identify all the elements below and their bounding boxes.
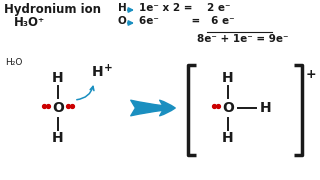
Text: +: + [104,63,112,73]
Text: O: O [118,16,127,26]
Text: H: H [118,3,130,13]
Text: H: H [260,101,272,115]
Text: H: H [222,131,234,145]
Text: O: O [52,101,64,115]
Text: O: O [222,101,234,115]
Text: H: H [222,71,234,85]
Text: 6e⁻         =   6 e⁻: 6e⁻ = 6 e⁻ [139,16,235,26]
Text: H₂O: H₂O [5,58,22,67]
Text: Hydronium ion: Hydronium ion [4,3,101,16]
Text: H: H [92,65,104,79]
Text: H: H [52,131,64,145]
Text: H₃O⁺: H₃O⁺ [14,16,45,29]
Text: 8e⁻ + 1e⁻ = 9e⁻: 8e⁻ + 1e⁻ = 9e⁻ [197,34,289,44]
Text: H: H [52,71,64,85]
Text: +: + [306,68,316,81]
Text: 1e⁻ x 2 =    2 e⁻: 1e⁻ x 2 = 2 e⁻ [139,3,230,13]
